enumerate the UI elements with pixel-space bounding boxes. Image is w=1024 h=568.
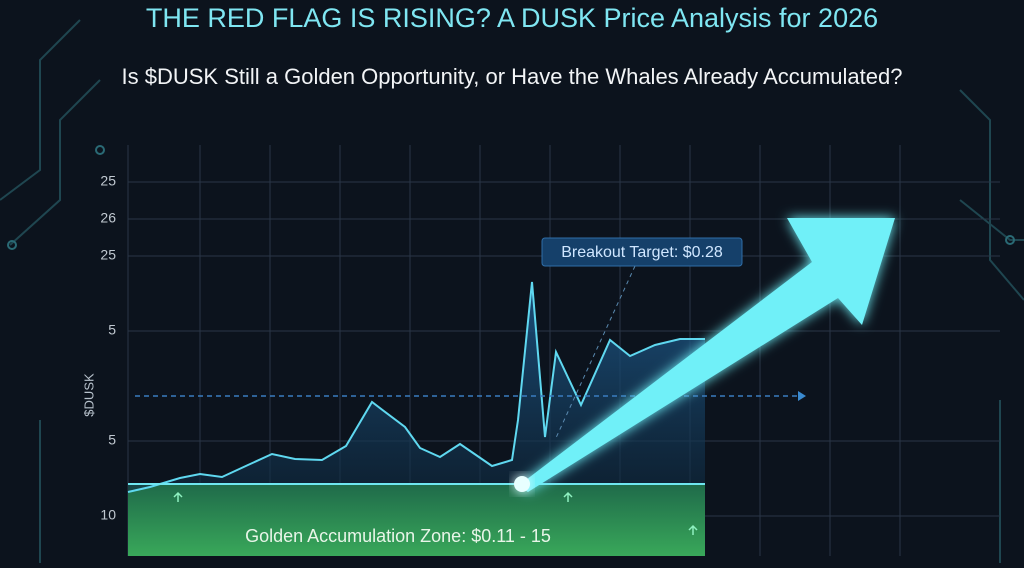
title: THE RED FLAG IS RISING? A DUSK Price Ana…: [146, 3, 878, 33]
subtitle: Is $DUSK Still a Golden Opportunity, or …: [122, 64, 903, 89]
y-tick-label: 5: [108, 322, 116, 338]
y-tick-label: 5: [108, 432, 116, 448]
accumulation-zone: [128, 485, 705, 556]
breakout-point: [514, 476, 530, 492]
breakout-label: Breakout Target: $0.28: [561, 244, 723, 261]
price-line: [127, 281, 705, 493]
y-tick-label: 26: [100, 210, 116, 226]
price-area: [128, 282, 705, 492]
y-tick-label: 25: [100, 247, 116, 263]
circuit-decor: [0, 19, 1024, 563]
trend-arrow: [518, 218, 895, 492]
breakout-box: [541, 237, 743, 267]
up-markers: [173, 491, 698, 535]
y-tick-labels: 25 26 25 5 5 10: [100, 173, 116, 523]
y-axis-label: $DUSK: [81, 373, 96, 417]
y-tick-label: 25: [100, 173, 116, 189]
zone-label: Golden Accumulation Zone: $0.11 - 15: [245, 526, 551, 546]
y-tick-label: 10: [100, 507, 116, 523]
arrowhead: [798, 391, 806, 401]
